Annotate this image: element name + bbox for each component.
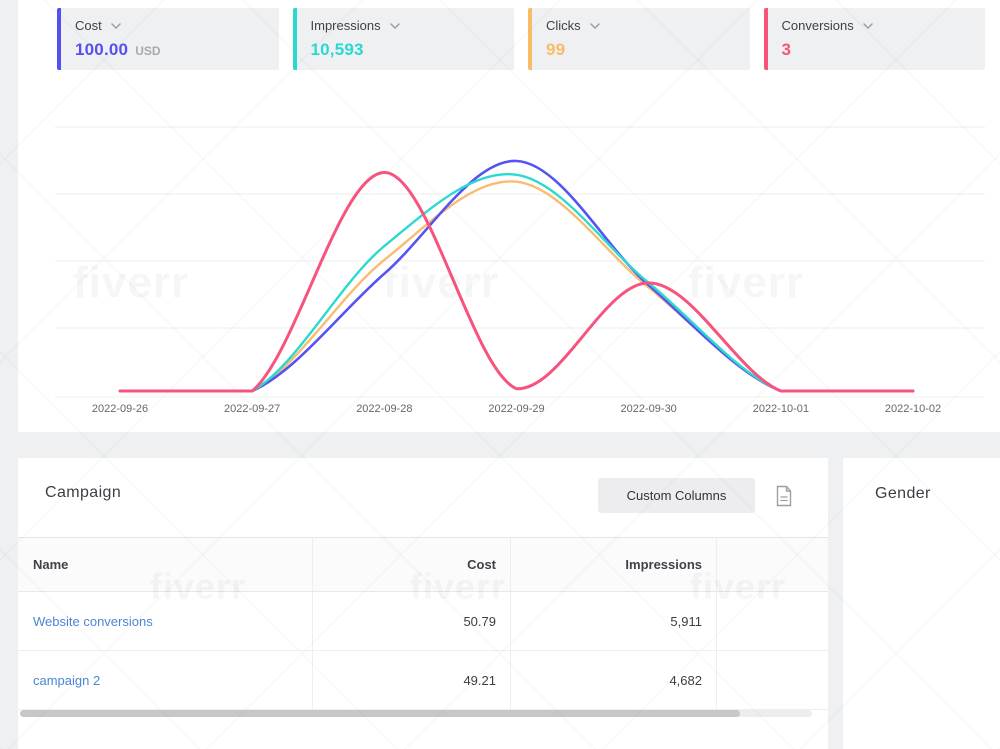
custom-columns-button[interactable]: Custom Columns [598, 478, 755, 513]
series-line-conversions [118, 170, 915, 393]
chevron-down-icon [863, 22, 873, 29]
series-line-clicks [118, 180, 915, 393]
impressions-cell: 4,682 [511, 651, 717, 709]
series-line-cost [118, 159, 915, 393]
column-header-empty [717, 538, 828, 591]
cost-cell: 50.79 [313, 592, 511, 650]
overview-panel: Cost 100.00 USD Impressions 10,593 Click… [18, 0, 1000, 432]
document-export-icon[interactable] [775, 485, 793, 507]
table-row: campaign 2 49.21 4,682 [18, 651, 828, 710]
metric-value: 3 [781, 40, 792, 59]
column-header-cost[interactable]: Cost [313, 538, 511, 591]
metric-cards: Cost 100.00 USD Impressions 10,593 Click… [57, 8, 985, 70]
metric-card-conversions: Conversions 3 [763, 8, 986, 70]
metric-unit: USD [135, 44, 161, 58]
campaign-link[interactable]: campaign 2 [33, 672, 101, 688]
chevron-down-icon [110, 22, 121, 29]
x-axis-label: 2022-09-27 [224, 403, 281, 415]
campaign-name-cell: campaign 2 [18, 651, 313, 709]
metric-value: 100.00 [75, 40, 129, 59]
metric-label: Impressions [310, 18, 381, 33]
campaign-name-cell: Website conversions [18, 592, 313, 650]
campaign-panel: Campaign Custom Columns Name Cost Impres… [18, 458, 828, 749]
table-header-row: Name Cost Impressions [18, 537, 828, 592]
impressions-cell: 5,911 [511, 592, 717, 650]
table-row: Website conversions 50.79 5,911 [18, 592, 828, 651]
metric-value: 99 [546, 40, 566, 59]
x-axis-label: 2022-09-26 [91, 403, 149, 415]
horizontal-scrollbar-track[interactable] [20, 710, 812, 717]
cost-cell: 49.21 [313, 651, 511, 709]
campaign-section-title: Campaign [45, 484, 122, 501]
metric-label: Cost [75, 18, 102, 33]
metric-card-impressions: Impressions 10,593 [292, 8, 515, 70]
chevron-down-icon [589, 22, 600, 29]
horizontal-scrollbar-thumb[interactable] [20, 710, 740, 717]
series-line-impressions [118, 173, 915, 393]
column-header-name[interactable]: Name [18, 538, 313, 591]
metric-label: Conversions [781, 18, 854, 33]
metric-card-cost: Cost 100.00 USD [57, 8, 279, 70]
metric-dropdown-conversions[interactable]: Conversions [782, 18, 986, 33]
empty-cell [717, 651, 828, 709]
x-axis-label: 2022-09-30 [620, 403, 677, 415]
empty-cell [717, 592, 828, 650]
column-header-impressions[interactable]: Impressions [511, 538, 717, 591]
gender-panel: Gender [843, 458, 1000, 749]
metric-value: 10,593 [310, 40, 364, 59]
x-axis-label: 2022-09-28 [356, 403, 413, 415]
campaign-table: Name Cost Impressions Website conversion… [18, 537, 828, 710]
metric-dropdown-impressions[interactable]: Impressions [311, 18, 515, 33]
chevron-down-icon [389, 22, 400, 29]
x-axis-label: 2022-10-02 [884, 403, 942, 415]
metric-label: Clicks [546, 18, 581, 33]
campaign-link[interactable]: Website conversions [33, 613, 153, 629]
metric-dropdown-cost[interactable]: Cost [75, 18, 279, 33]
table-body: Website conversions 50.79 5,911 campaign 2 4… [18, 592, 828, 710]
metric-card-clicks: Clicks 99 [528, 8, 750, 70]
gender-section-title: Gender [875, 485, 931, 502]
metric-dropdown-clicks[interactable]: Clicks [546, 18, 750, 33]
x-axis-label: 2022-10-01 [752, 403, 809, 415]
x-axis-label: 2022-09-29 [488, 403, 545, 415]
timeseries-chart [55, 126, 985, 398]
